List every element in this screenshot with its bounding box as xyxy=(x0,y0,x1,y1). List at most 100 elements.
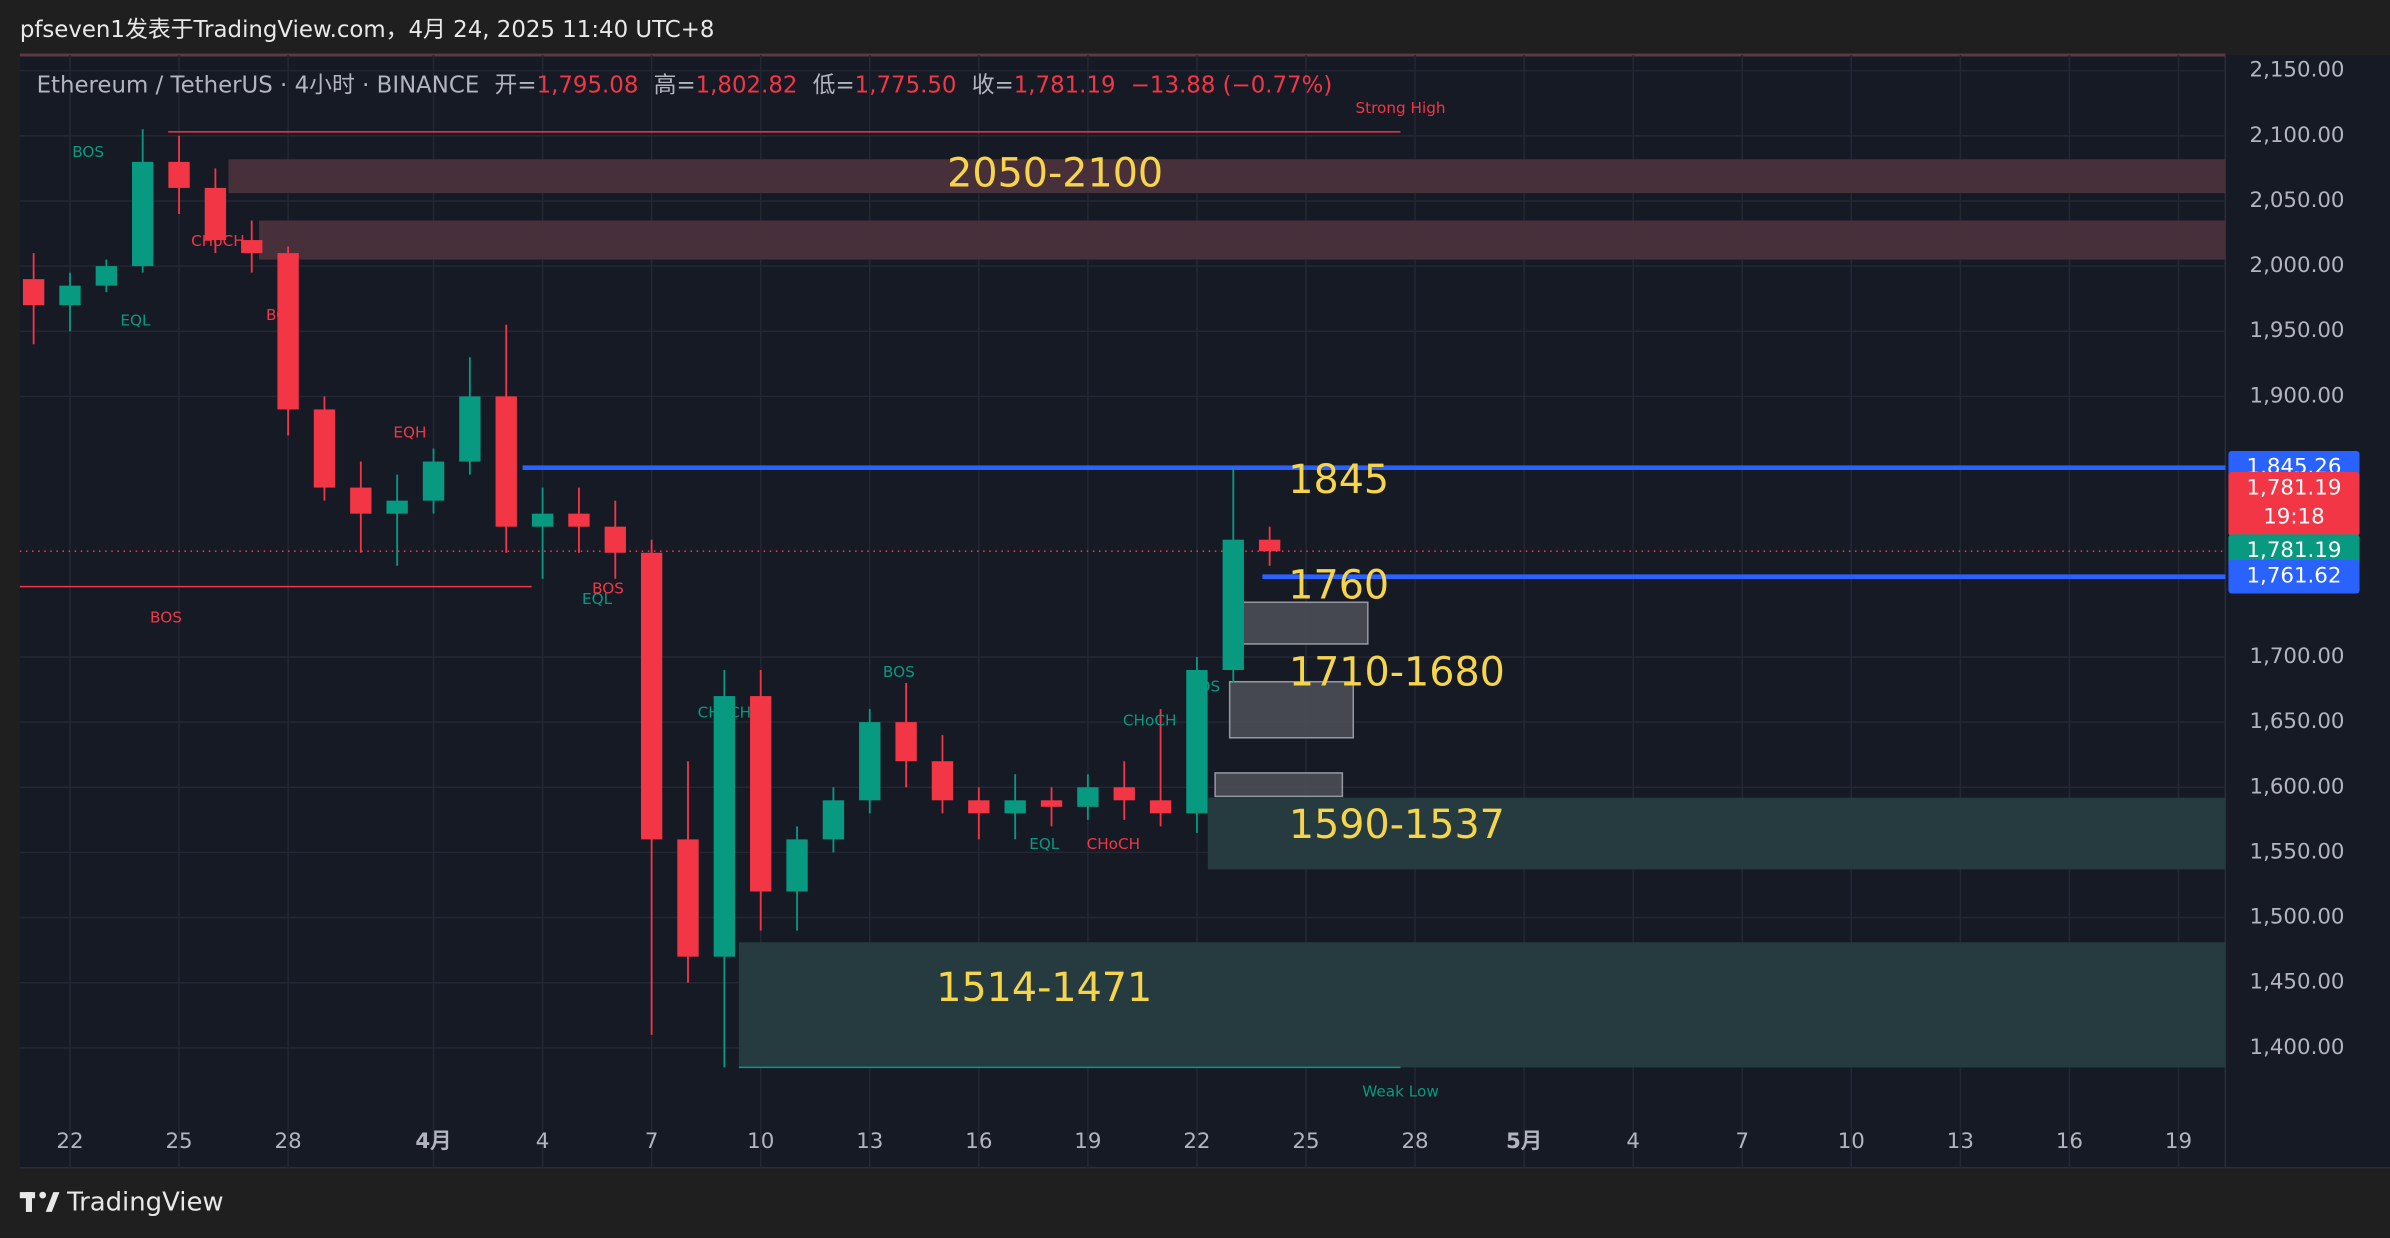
annotation: EQL xyxy=(120,311,151,329)
legend: Ethereum / TetherUS · 4小时 · BINANCE 开=1,7… xyxy=(37,72,1333,98)
candle-body xyxy=(241,240,263,254)
price-tag xyxy=(2228,534,2360,568)
x-tick-label: 19 xyxy=(2165,1129,2192,1154)
zone xyxy=(738,942,2226,1068)
price-tag xyxy=(2228,471,2360,536)
candle-body xyxy=(568,513,590,527)
x-tick-label: 28 xyxy=(1401,1129,1428,1154)
x-tick-label: 28 xyxy=(275,1129,302,1154)
candle-body xyxy=(350,487,372,514)
high: 1,802.82 xyxy=(696,72,798,98)
candle-body xyxy=(277,253,299,410)
x-tick-label: 5月 xyxy=(1506,1129,1542,1154)
y-tick-label: 2,100.00 xyxy=(2250,123,2345,148)
x-tick-label: 4 xyxy=(1626,1129,1640,1154)
zone-label: 1760 xyxy=(1288,562,1389,608)
y-tick-label: 1,900.00 xyxy=(2250,383,2345,408)
candle-body xyxy=(859,722,881,801)
annotations: 2050-2100 1845 1760 1710-1680 1590-1537 1514-… xyxy=(72,99,1505,1101)
x-tick-label: 13 xyxy=(1947,1129,1974,1154)
price-tag xyxy=(2228,559,2360,594)
x-tick-label: 22 xyxy=(1183,1129,1210,1154)
x-tick-label: 4月 xyxy=(415,1129,451,1154)
candle-body xyxy=(95,266,118,286)
y-tick-label: 2,150.00 xyxy=(2250,58,2345,83)
annotation: CHoCH xyxy=(1123,711,1177,729)
candle-body xyxy=(1258,539,1281,552)
candle-body xyxy=(531,513,554,527)
y-tick-label: 1,500.00 xyxy=(2250,905,2345,930)
zones xyxy=(228,159,2226,1068)
x-tick-label: 10 xyxy=(1838,1129,1865,1154)
zone xyxy=(1214,772,1344,798)
levels xyxy=(19,131,2226,1069)
x-tick-label: 13 xyxy=(856,1129,883,1154)
candle-body xyxy=(22,279,45,306)
candle-body xyxy=(786,839,808,892)
annotation: Weak Low xyxy=(1362,1083,1439,1101)
annotation: CHoCH xyxy=(1087,835,1141,853)
axes: 2,150.00 2,100.00 2,050.00 2,000.00 1,950.00… xyxy=(56,58,2360,1154)
annotation: BOS xyxy=(72,143,104,161)
zone xyxy=(228,159,2226,194)
candle-body xyxy=(459,396,481,462)
candle-body xyxy=(895,722,917,762)
open-label: 开= xyxy=(495,72,537,98)
open: 1,795.08 xyxy=(537,72,639,98)
zone xyxy=(1239,601,1369,645)
candle-body xyxy=(968,800,990,814)
candle-body xyxy=(495,396,517,527)
annotation: EQH xyxy=(393,423,426,441)
price-tag-sub: 19:18 xyxy=(2263,505,2324,530)
zone-label: 1710-1680 xyxy=(1289,650,1505,696)
candle-body xyxy=(931,761,954,801)
zone-label: 1514-1471 xyxy=(936,965,1152,1011)
high-label: 高= xyxy=(654,72,696,98)
zone xyxy=(259,220,2226,260)
x-tick-label: 4 xyxy=(536,1129,550,1154)
zone-label: 1590-1537 xyxy=(1289,802,1505,848)
annotation: CHoCH xyxy=(698,704,752,722)
y-tick-label: 1,550.00 xyxy=(2250,839,2345,864)
price-tag-label: 1,781.19 xyxy=(2246,538,2341,563)
price-tag-label: 1,781.19 xyxy=(2246,476,2341,501)
candle-body xyxy=(313,409,336,488)
candle-body xyxy=(713,696,736,957)
candle-body xyxy=(1040,800,1063,807)
annotation: Strong High xyxy=(1355,99,1445,117)
change: −13.88 (−0.77%) xyxy=(1131,72,1332,98)
candle-body xyxy=(640,552,663,840)
annotation: BOS xyxy=(592,580,624,598)
annotation: CHoCH xyxy=(191,232,245,250)
symbol: Ethereum / TetherUS · 4小时 · BINANCE xyxy=(37,72,480,98)
candle-body xyxy=(750,696,772,892)
candle-body xyxy=(168,161,190,188)
logo xyxy=(19,1191,60,1212)
candle-body xyxy=(1149,800,1172,814)
candle-body xyxy=(677,839,699,957)
low: 1,775.50 xyxy=(855,72,957,98)
candle-body xyxy=(422,461,445,501)
candle-body xyxy=(1004,800,1026,814)
y-tick-label: 1,400.00 xyxy=(2250,1035,2345,1060)
x-tick-label: 16 xyxy=(2056,1129,2083,1154)
annotation: BOS xyxy=(266,306,298,324)
header-title: pfseven1发表于TradingView.com，4月 24, 2025 1… xyxy=(20,17,715,43)
candle-body xyxy=(1077,787,1099,807)
close-label: 收= xyxy=(972,72,1014,98)
x-tick-label: 7 xyxy=(1735,1129,1749,1154)
candles xyxy=(22,129,1281,1068)
low-label: 低= xyxy=(813,72,855,98)
candle-body xyxy=(59,285,81,306)
y-tick-label: 1,450.00 xyxy=(2250,970,2345,995)
candle-body xyxy=(386,500,408,514)
close: 1,781.19 xyxy=(1014,72,1116,98)
annotation: EQL xyxy=(582,590,613,608)
x-tick-label: 22 xyxy=(56,1129,83,1154)
candle-body xyxy=(604,526,626,553)
y-tick-label: 2,050.00 xyxy=(2250,188,2345,213)
y-tick-label: 1,600.00 xyxy=(2250,774,2345,799)
candle-body xyxy=(1113,787,1135,801)
